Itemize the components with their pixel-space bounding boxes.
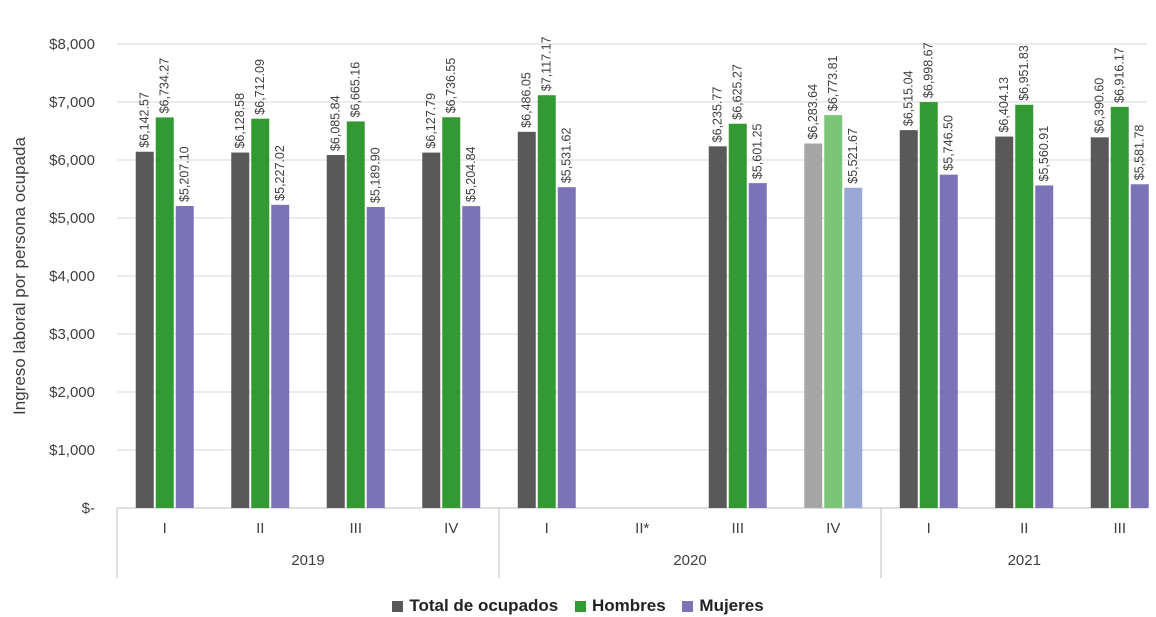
data-label: $5,746.50	[942, 115, 956, 171]
y-tick-label: $6,000	[49, 152, 95, 169]
data-label: $6,142.57	[138, 92, 152, 148]
data-label: $6,916.17	[1113, 47, 1127, 103]
x-group-label: 2020	[673, 552, 706, 569]
bar	[1130, 184, 1149, 508]
y-tick-label: $3,000	[49, 326, 95, 343]
bar	[1110, 106, 1129, 509]
bar	[135, 151, 154, 508]
data-label: $7,117.17	[540, 36, 554, 91]
legend-swatch-mujeres	[682, 601, 694, 612]
data-label: $5,560.91	[1037, 126, 1051, 182]
data-label: $6,515.04	[902, 70, 916, 126]
data-label: $5,227.02	[273, 145, 287, 201]
data-label: $6,128.58	[233, 93, 247, 149]
x-tick-label: II	[256, 520, 264, 537]
bar	[231, 152, 250, 508]
bar	[366, 206, 385, 509]
y-tick-label: $-	[82, 500, 95, 517]
data-label: $6,736.55	[444, 58, 458, 114]
bar	[326, 155, 345, 508]
bar	[442, 117, 461, 509]
data-label: $5,204.84	[464, 146, 478, 202]
bar	[728, 123, 747, 508]
x-tick-label: I	[163, 520, 167, 537]
data-label: $5,531.62	[560, 128, 574, 184]
y-tick-label: $4,000	[49, 268, 95, 285]
data-label: $6,951.83	[1017, 45, 1031, 101]
data-label: $5,207.10	[178, 146, 192, 202]
y-tick-label: $1,000	[49, 442, 95, 459]
bar	[1035, 185, 1054, 508]
bar	[155, 117, 174, 508]
bar	[537, 95, 556, 509]
x-tick-label: I	[927, 520, 931, 537]
x-tick-label: IV	[444, 520, 458, 537]
data-label: $6,712.09	[253, 59, 267, 115]
legend-swatch-total	[392, 601, 404, 612]
data-label: $6,734.27	[158, 58, 172, 114]
bar	[517, 131, 536, 509]
bar	[462, 206, 481, 509]
data-label: $5,581.78	[1133, 125, 1147, 181]
bar	[899, 130, 918, 508]
data-label: $6,486.05	[520, 72, 534, 128]
bar	[844, 187, 863, 508]
legend-label-hombres: Hombres	[591, 596, 666, 615]
x-tick-label: II	[1020, 520, 1028, 537]
bar	[804, 143, 823, 508]
bar	[557, 187, 576, 508]
legend-label-mujeres: Mujeres	[699, 596, 764, 615]
data-label: $5,521.67	[846, 128, 860, 184]
data-label: $6,127.79	[424, 93, 438, 149]
x-tick-label: III	[1113, 520, 1126, 537]
data-label: $6,998.67	[922, 42, 936, 98]
data-label: $6,283.64	[806, 84, 820, 140]
x-tick-label: III	[349, 520, 362, 537]
legend-item-total: Total de ocupados	[392, 596, 558, 616]
legend-swatch-hombres	[574, 601, 586, 612]
bar	[748, 183, 767, 508]
data-label: $6,625.27	[731, 64, 745, 120]
data-label: $6,404.13	[997, 77, 1011, 133]
bar	[995, 136, 1014, 508]
bar	[824, 115, 843, 508]
data-label: $6,390.60	[1093, 78, 1107, 134]
legend-item-hombres: Hombres	[574, 596, 666, 616]
bar	[422, 152, 441, 508]
bar	[271, 204, 290, 509]
data-label: $5,601.25	[751, 123, 765, 179]
y-tick-label: $7,000	[49, 94, 95, 111]
x-tick-label: II*	[635, 520, 649, 537]
bar	[708, 146, 727, 509]
data-label: $6,085.84	[329, 95, 343, 151]
legend: Total de ocupados Hombres Mujeres	[0, 596, 1156, 616]
bar-chart: $- $1,000 $2,000 $3,000 $4,000 $5,000 $6,000 $7…	[10, 36, 1149, 578]
bar	[1015, 104, 1034, 509]
data-label: $6,665.16	[349, 62, 363, 118]
data-label: $6,235.77	[711, 87, 725, 143]
bar	[251, 118, 270, 508]
bar	[175, 205, 194, 508]
x-group-label: 2021	[1008, 552, 1041, 569]
data-label: $6,773.81	[826, 55, 840, 111]
bar	[1090, 137, 1109, 508]
y-tick-label: $8,000	[49, 36, 95, 53]
legend-label-total: Total de ocupados	[409, 596, 559, 615]
y-tick-label: $2,000	[49, 384, 95, 401]
y-axis-label: Ingreso laboral por persona ocupada	[10, 137, 29, 415]
bar	[939, 174, 958, 508]
legend-item-mujeres: Mujeres	[682, 596, 764, 616]
x-tick-label: I	[545, 520, 549, 537]
x-tick-label: III	[731, 520, 744, 537]
x-tick-label: IV	[826, 520, 840, 537]
bar	[919, 102, 938, 508]
y-tick-label: $5,000	[49, 210, 95, 227]
data-label: $5,189.90	[369, 147, 383, 203]
x-group-label: 2019	[291, 552, 324, 569]
bar	[346, 121, 365, 509]
